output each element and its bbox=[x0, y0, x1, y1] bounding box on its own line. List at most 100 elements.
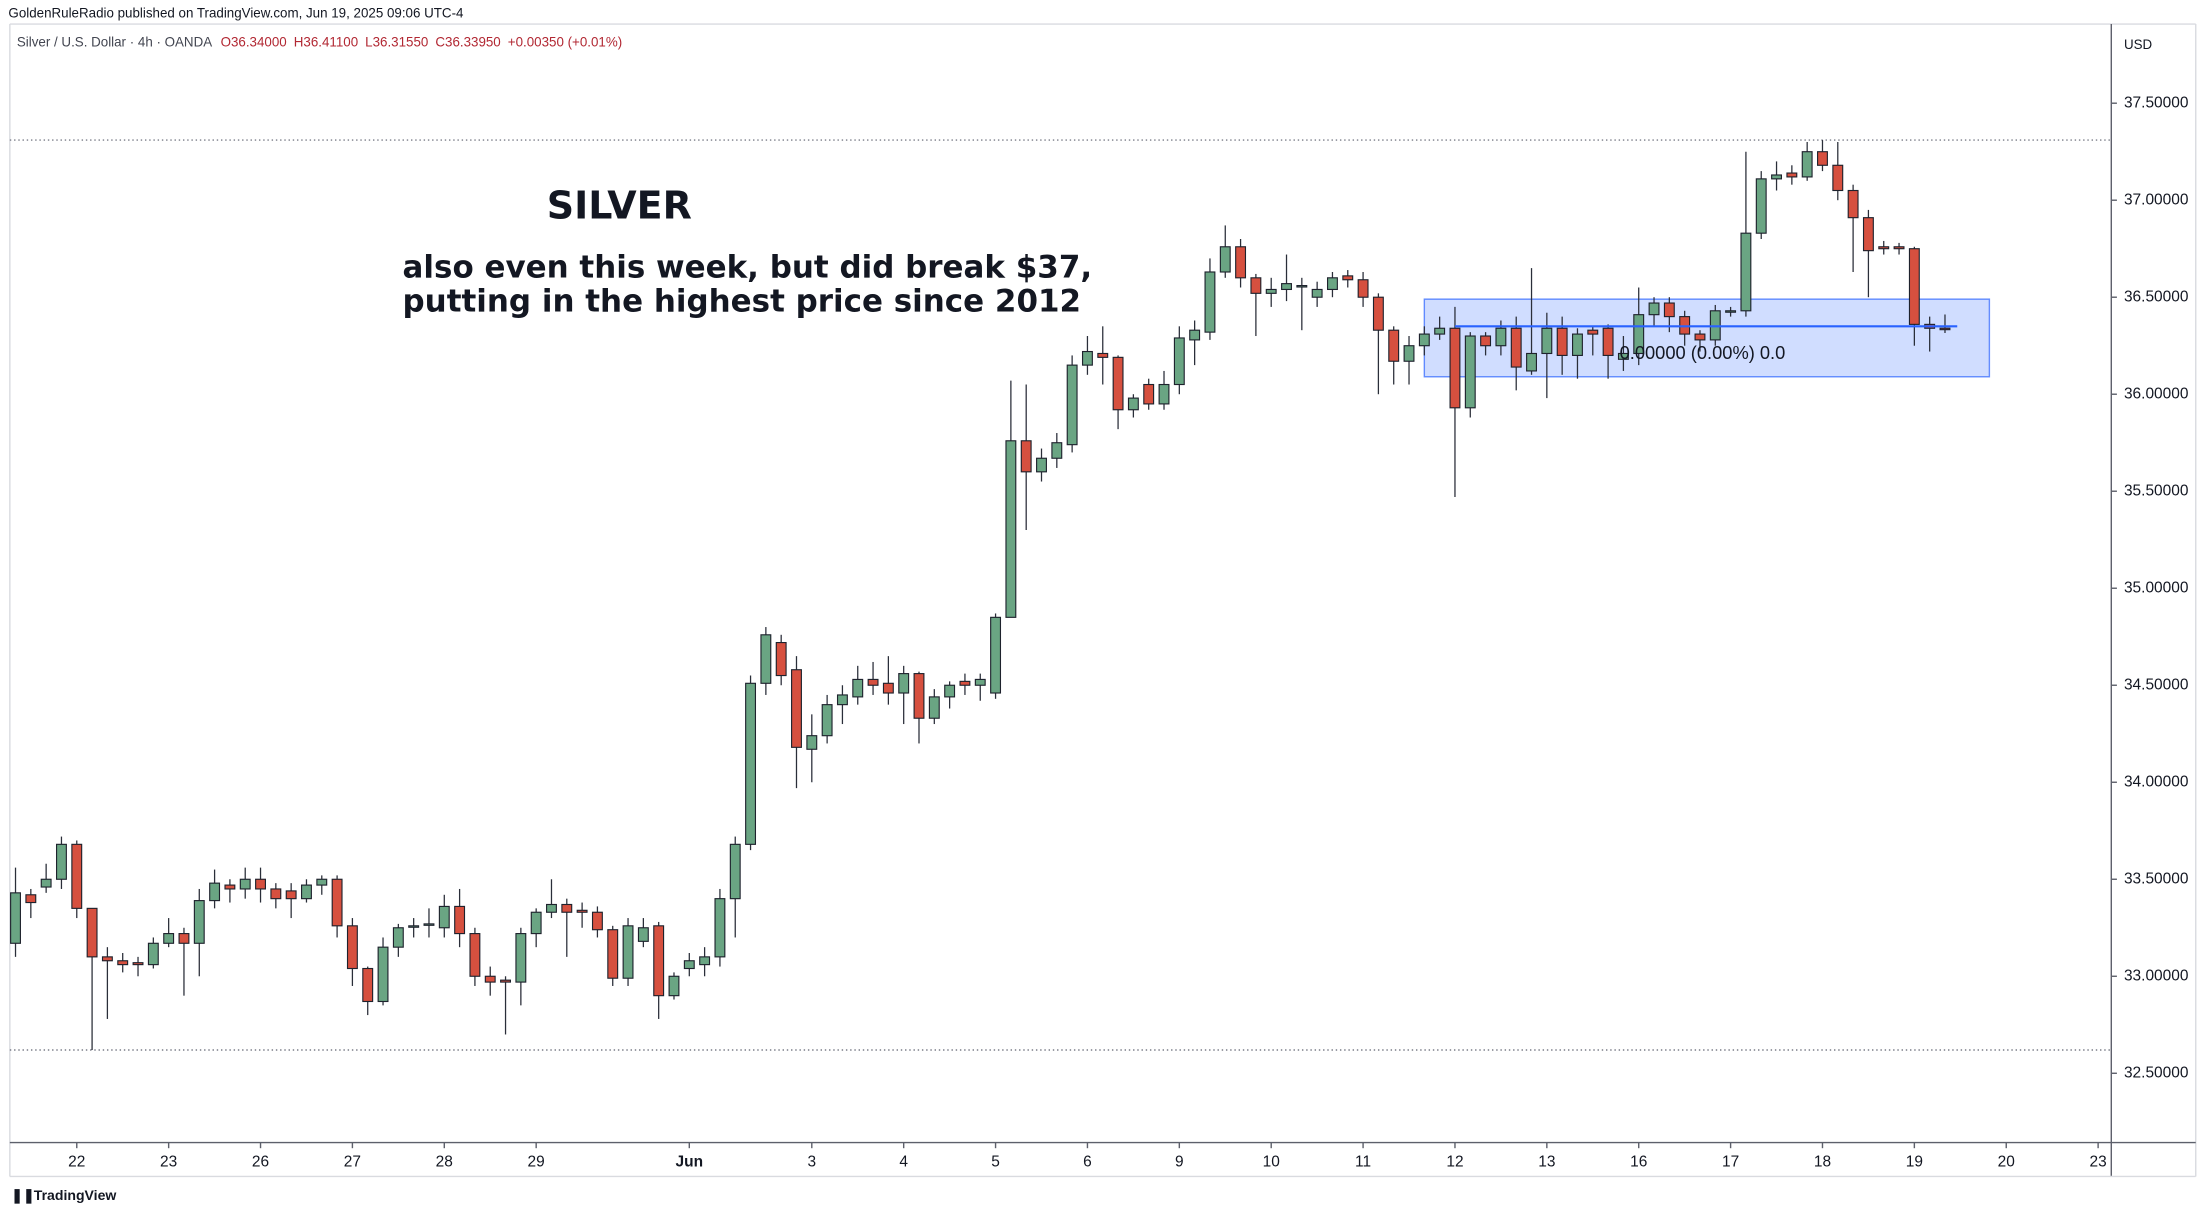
candle-body bbox=[1510, 327, 1522, 368]
candle-body bbox=[913, 673, 925, 719]
x-tick-label: 6 bbox=[1083, 1153, 1092, 1170]
ohlc-close: C36.33950 bbox=[435, 34, 500, 49]
candle-body bbox=[1235, 246, 1247, 279]
candle-body bbox=[1173, 337, 1185, 386]
candle-body bbox=[683, 960, 695, 970]
candle-body bbox=[1480, 335, 1492, 347]
candle-body bbox=[546, 903, 557, 913]
candle-body bbox=[1342, 275, 1354, 281]
candle-body bbox=[1495, 327, 1507, 347]
candle-body bbox=[346, 925, 358, 970]
candle-body bbox=[1296, 285, 1308, 288]
candle-body bbox=[1311, 288, 1323, 298]
candle-body bbox=[1418, 333, 1430, 347]
candle-body bbox=[928, 696, 940, 719]
candle-body bbox=[1832, 164, 1844, 192]
candle-body bbox=[836, 694, 848, 706]
candle-body bbox=[316, 878, 328, 886]
candle-body bbox=[285, 890, 297, 900]
candle-body bbox=[882, 682, 894, 694]
candle-body bbox=[1143, 383, 1155, 405]
candle-body bbox=[331, 878, 343, 927]
candle-body bbox=[561, 903, 573, 913]
candle-body bbox=[301, 884, 312, 900]
y-tick-label: 36.50000 bbox=[2124, 288, 2189, 305]
x-tick-label: 4 bbox=[899, 1153, 908, 1170]
x-tick-label: 28 bbox=[436, 1153, 453, 1170]
candle-body bbox=[1403, 345, 1415, 362]
y-tick-label: 36.00000 bbox=[2124, 385, 2189, 402]
symbol-legend: Silver / U.S. Dollar · 4h · OANDA O36.340… bbox=[17, 34, 622, 49]
x-tick-label: 26 bbox=[252, 1153, 269, 1170]
candle-body bbox=[1127, 397, 1139, 411]
price-range-box bbox=[1423, 298, 1991, 378]
candle-body bbox=[1878, 246, 1890, 250]
candle-body bbox=[1602, 327, 1614, 356]
candle-body bbox=[40, 878, 52, 888]
candle-body bbox=[1372, 296, 1384, 331]
candle-body bbox=[86, 907, 98, 958]
x-tick-label: 12 bbox=[1446, 1153, 1463, 1170]
price-range-label: 0.00000 (0.00%) 0.0 bbox=[1620, 342, 1786, 363]
y-tick-label: 34.50000 bbox=[2124, 676, 2189, 693]
x-tick-label: 3 bbox=[808, 1153, 817, 1170]
candle-body bbox=[1801, 151, 1813, 178]
candle-body bbox=[178, 933, 190, 944]
candle-body bbox=[515, 933, 527, 983]
candle-body bbox=[132, 962, 144, 966]
y-tick-label: 34.00000 bbox=[2124, 773, 2189, 790]
candle-body bbox=[1633, 314, 1645, 355]
candle-body bbox=[714, 898, 726, 958]
candle-body bbox=[500, 979, 512, 983]
candle-body bbox=[1189, 329, 1201, 341]
y-tick-label: 37.00000 bbox=[2124, 191, 2189, 208]
candle-body bbox=[1020, 440, 1032, 473]
candle-body bbox=[867, 678, 879, 686]
candle-body bbox=[745, 682, 757, 845]
x-tick-label: 29 bbox=[528, 1153, 545, 1170]
candle-body bbox=[1036, 457, 1047, 473]
candle-body bbox=[1357, 279, 1369, 298]
candle-body bbox=[1908, 248, 1920, 325]
x-tick-label: 22 bbox=[68, 1153, 85, 1170]
candle-body bbox=[821, 704, 833, 737]
y-tick-label: 37.50000 bbox=[2124, 94, 2189, 111]
candle-body bbox=[1847, 189, 1859, 219]
candle-body bbox=[699, 956, 711, 966]
x-tick-label: 20 bbox=[1998, 1153, 2016, 1170]
candle-body bbox=[163, 933, 175, 944]
x-tick-label: 16 bbox=[1630, 1153, 1647, 1170]
ohlc-low: L36.31550 bbox=[365, 34, 428, 49]
candle-body bbox=[653, 925, 665, 997]
candle-body bbox=[1786, 172, 1798, 178]
candle-body bbox=[377, 946, 389, 1003]
annotation-line: putting in the highest price since 2012 bbox=[403, 284, 1082, 320]
candle-body bbox=[25, 894, 37, 904]
y-tick-label: 33.50000 bbox=[2124, 870, 2189, 887]
candle-body bbox=[974, 678, 986, 686]
candle-body bbox=[1771, 174, 1783, 180]
candle-body bbox=[1755, 178, 1767, 234]
brand-icon: ❚❚ bbox=[11, 1187, 35, 1204]
candle-body bbox=[576, 909, 588, 913]
candle-body bbox=[239, 878, 251, 890]
y-tick-label: 35.00000 bbox=[2124, 579, 2189, 596]
brand-logo: TradingView bbox=[34, 1187, 117, 1203]
candle-body bbox=[117, 960, 129, 966]
candle-body bbox=[1097, 352, 1109, 358]
candle-body bbox=[1051, 442, 1063, 459]
x-tick-label: 18 bbox=[1814, 1153, 1831, 1170]
candle-body bbox=[607, 929, 619, 979]
candle-body bbox=[423, 923, 435, 926]
candle-body bbox=[990, 616, 1002, 694]
candle-body bbox=[362, 967, 374, 1003]
candle-body bbox=[1648, 302, 1660, 316]
candle-body bbox=[224, 884, 236, 890]
candle-body bbox=[454, 905, 466, 935]
annotation-line: also even this week, but did break $37, bbox=[403, 250, 1093, 286]
y-tick-label: 32.50000 bbox=[2124, 1064, 2189, 1081]
candle-body bbox=[10, 892, 21, 944]
candle-body bbox=[1081, 350, 1093, 366]
